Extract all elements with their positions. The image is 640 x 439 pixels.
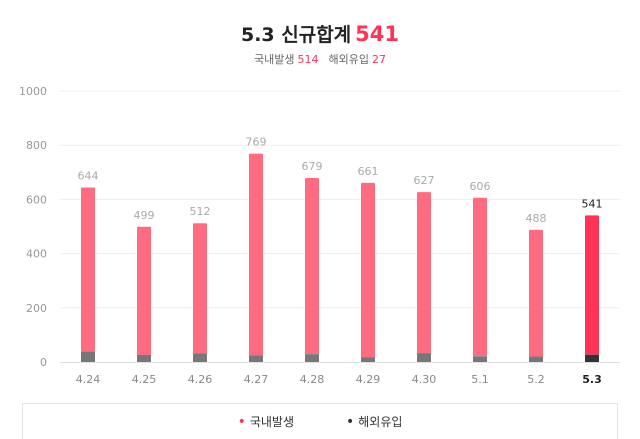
bar-overseas xyxy=(473,356,487,362)
x-tick-label: 4.27 xyxy=(244,373,269,386)
legend-item-domestic[interactable]: • 국내발생 xyxy=(238,413,294,430)
data-label: 541 xyxy=(582,197,603,210)
data-label: 512 xyxy=(190,205,211,218)
bar-overseas xyxy=(361,357,375,362)
bar-domestic xyxy=(529,229,543,357)
x-tick-label: 4.26 xyxy=(188,373,213,386)
bar-overseas xyxy=(417,353,431,362)
chart-legend: • 국내발생 • 해외유입 xyxy=(22,403,618,439)
bar-overseas xyxy=(529,356,543,362)
chart-subtitle: 국내발생 514 해외유입 27 xyxy=(0,51,640,67)
data-label: 488 xyxy=(526,212,547,225)
y-tick-label: 200 xyxy=(26,302,47,315)
title-total: 541 xyxy=(355,22,400,46)
data-label: 661 xyxy=(358,165,379,178)
data-label: 769 xyxy=(246,136,267,149)
title-text: 5.3 신규합계 xyxy=(240,24,352,46)
x-tick-label: 4.24 xyxy=(76,373,101,386)
bar-domestic xyxy=(81,187,95,352)
bar-overseas xyxy=(305,354,319,362)
bar-domestic xyxy=(473,197,487,357)
bar-domestic xyxy=(137,226,151,355)
legend-dot-icon: • xyxy=(346,413,355,430)
bar-domestic xyxy=(585,215,599,355)
x-tick-label: 5.3 xyxy=(582,373,602,386)
y-tick-label: 1000 xyxy=(19,85,47,98)
subtitle-overseas-label: 해외유입 xyxy=(328,53,369,66)
legend-item-overseas[interactable]: • 해외유입 xyxy=(346,413,402,430)
y-tick-label: 800 xyxy=(26,139,47,152)
x-tick-label: 4.25 xyxy=(132,373,157,386)
legend-label-domestic: 국내발생 xyxy=(249,415,294,429)
x-tick-label: 4.28 xyxy=(300,373,325,386)
subtitle-overseas-value: 27 xyxy=(371,53,386,66)
chart-title: 5.3 신규합계 541 xyxy=(0,20,640,47)
data-label: 679 xyxy=(302,160,323,173)
data-label: 606 xyxy=(470,180,491,193)
y-tick-label: 0 xyxy=(40,356,47,369)
bar-domestic xyxy=(305,177,319,355)
data-label: 627 xyxy=(414,174,435,187)
bar-overseas xyxy=(193,353,207,362)
legend-dot-icon: • xyxy=(237,413,246,430)
legend-label-overseas: 해외유입 xyxy=(358,415,403,429)
y-tick-label: 400 xyxy=(26,248,47,261)
bar-overseas xyxy=(81,351,95,362)
data-label: 644 xyxy=(78,169,99,182)
bar-overseas xyxy=(249,355,263,362)
x-tick-label: 5.1 xyxy=(471,373,489,386)
bar-domestic xyxy=(193,223,207,354)
bar-domestic xyxy=(417,192,431,354)
bar-overseas xyxy=(137,354,151,362)
y-tick-label: 600 xyxy=(26,193,47,206)
x-tick-label: 4.29 xyxy=(356,373,381,386)
bar-domestic xyxy=(249,153,263,356)
bar-domestic xyxy=(361,182,375,358)
subtitle-domestic-value: 514 xyxy=(297,53,319,66)
x-tick-label: 5.2 xyxy=(527,373,545,386)
x-tick-label: 4.30 xyxy=(412,373,437,386)
data-label: 499 xyxy=(134,209,155,222)
subtitle-domestic-label: 국내발생 xyxy=(254,53,295,66)
bar-overseas xyxy=(585,354,599,362)
